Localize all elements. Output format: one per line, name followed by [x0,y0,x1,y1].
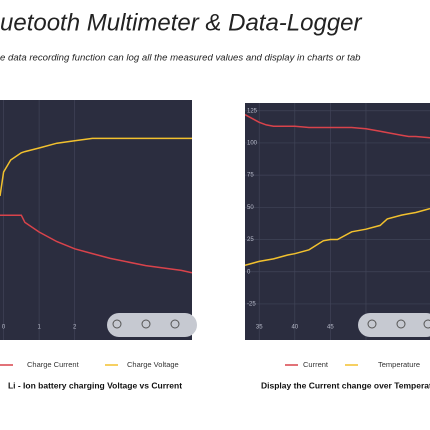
plot-background [0,100,192,340]
zoom-out-icon[interactable] [396,319,406,329]
x-tick-label: 35 [256,325,263,331]
zoom-controls [107,313,430,337]
chart-caption: Display the Current change over Temperat… [261,380,430,390]
y-tick-label: 50 [247,205,254,211]
x-tick-label: 45 [327,325,334,331]
y-tick-label: 100 [247,141,258,147]
zoom-out-icon[interactable] [141,319,151,329]
legend-label: Current [303,360,329,369]
x-tick-label: 1 [37,325,41,331]
zoom-in-icon[interactable] [112,319,122,329]
y-tick-label: 0 [247,269,251,275]
series-line [245,113,430,139]
reset-icon[interactable] [170,319,180,329]
legend-label: Charge Current [27,360,80,369]
y-tick-label: 75 [247,173,254,179]
zoom-in-icon[interactable] [367,319,377,329]
x-tick-label: 40 [291,325,298,331]
page-subtitle: e data recording function can log all th… [0,53,361,64]
zoom-bar [107,313,197,337]
plot-area: 0 1 2 [0,100,192,340]
y-tick-label: -25 [247,302,256,308]
reset-icon[interactable] [423,319,430,329]
plot-background [245,103,430,340]
series-line [0,214,192,274]
y-tick-label: 25 [247,237,254,243]
chart-caption: Li - Ion battery charging Voltage vs Cur… [8,380,182,390]
y-tick-label: 125 [247,108,258,114]
chart: 0 1 2 Charge Current Charge Voltage Li - Ion … [0,100,192,390]
legend-label: Temperature [378,360,420,369]
charts: 0 1 2 Charge Current Charge Voltage Li - Ion … [0,100,430,390]
zoom-bar [358,313,430,337]
chart: 35404550-250255075100125CurrentTemperatu… [245,103,430,390]
x-tick-label: 2 [73,325,77,331]
page-title: uetooth Multimeter & Data-Logger [0,9,363,36]
legend-label: Charge Voltage [127,360,179,369]
x-tick-label: 0 [2,325,6,331]
series-line [245,207,430,267]
series-line [0,137,192,197]
